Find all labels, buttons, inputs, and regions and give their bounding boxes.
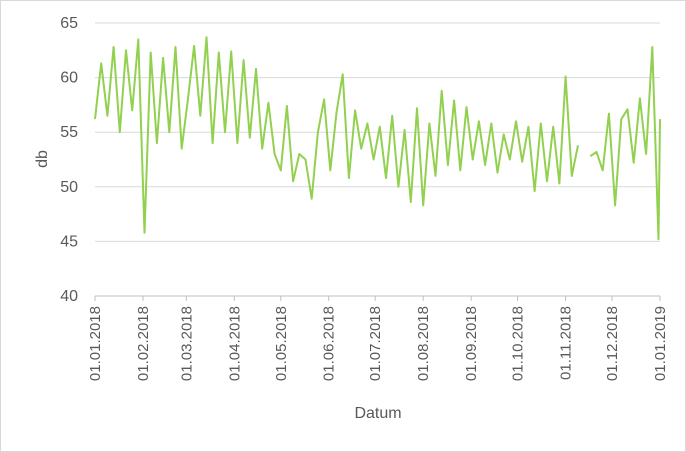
x-tick-label: 01.12.2018 bbox=[604, 306, 621, 381]
x-tick-label: 01.09.2018 bbox=[463, 306, 480, 381]
y-tick-label: 60 bbox=[60, 70, 78, 87]
x-tick-label: 01.01.2018 bbox=[87, 306, 104, 381]
x-tick-label: 01.01.2019 bbox=[652, 306, 669, 381]
x-tick-label: 01.11.2018 bbox=[558, 306, 575, 380]
y-tick-label: 50 bbox=[60, 179, 78, 196]
y-tick-label: 55 bbox=[60, 124, 78, 141]
x-tick-label: 01.03.2018 bbox=[178, 306, 195, 381]
x-tick-label: 01.05.2018 bbox=[273, 306, 290, 381]
y-tick-label: 45 bbox=[60, 233, 78, 250]
x-tick-label: 01.07.2018 bbox=[367, 306, 384, 381]
y-tick-label: 65 bbox=[60, 15, 78, 32]
x-tick-label: 01.06.2018 bbox=[321, 306, 338, 381]
y-axis-label: db bbox=[34, 150, 51, 168]
x-tick-label: 01.10.2018 bbox=[510, 306, 527, 381]
y-tick-label: 40 bbox=[60, 288, 78, 305]
x-tick-label: 01.04.2018 bbox=[226, 306, 243, 381]
x-tick-label: 01.08.2018 bbox=[415, 306, 432, 381]
data-line bbox=[94, 36, 661, 241]
x-axis-label: Datum bbox=[354, 405, 401, 422]
x-tick-label: 01.02.2018 bbox=[135, 306, 152, 381]
